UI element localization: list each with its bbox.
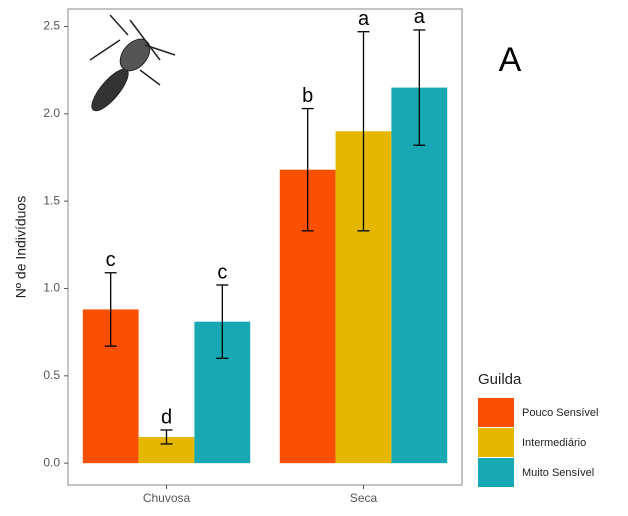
significance-letter: c (217, 261, 227, 283)
y-axis-label: Nº de Indivíduos (13, 196, 29, 298)
y-tick-label: 0.0 (43, 455, 60, 469)
x-tick-label: Chuvosa (143, 491, 191, 505)
bar (391, 87, 448, 464)
legend-key (478, 428, 514, 457)
legend-key (478, 458, 514, 487)
y-tick-label: 2.0 (43, 106, 60, 120)
y-tick-label: 2.5 (43, 19, 60, 33)
significance-letter: a (358, 8, 370, 30)
insect-icon (89, 14, 176, 112)
significance-letter: a (414, 6, 426, 28)
legend-label: Muito Sensível (522, 467, 594, 479)
y-tick-label: 1.5 (43, 193, 60, 207)
y-tick-label: 0.5 (43, 368, 60, 382)
significance-letter: c (106, 249, 116, 271)
legend-label: Intermediário (522, 437, 586, 449)
x-tick-label: Seca (350, 491, 378, 505)
significance-letter: b (302, 85, 313, 107)
legend-label: Pouco Sensível (522, 407, 598, 419)
panel-annotation: A (499, 41, 522, 79)
legend-title: Guilda (478, 371, 522, 388)
y-tick-label: 1.0 (43, 281, 60, 295)
legend-key (478, 398, 514, 427)
significance-letter: d (161, 406, 172, 428)
